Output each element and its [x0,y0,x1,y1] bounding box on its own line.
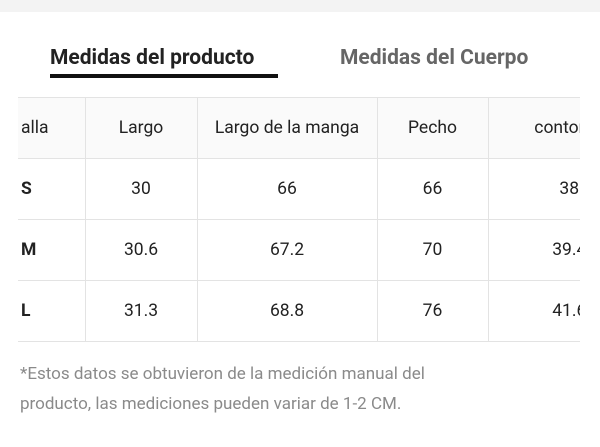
table-cell: 38 [487,158,580,220]
table-cell: 31.3 [84,280,197,342]
table-cell: S [18,158,85,220]
tab-body[interactable]: Medidas del Cuerpo [340,46,529,70]
header-cell: Largo [84,97,197,159]
top-band [0,0,600,12]
table-cell: 67.2 [196,219,377,281]
tab-product[interactable]: Medidas del producto [50,46,255,70]
note-line: producto, las mediciones pueden variar d… [20,394,402,414]
table-row: S 30 66 66 38 [18,158,580,220]
table-cell: 66 [196,158,377,220]
header-cell: alla [18,97,85,159]
table-cell: 68.8 [196,280,377,342]
header-cell: Largo de la manga [196,97,377,159]
note-line: *Estos datos se obtuvieron de la medició… [20,364,425,384]
table-cell: L [18,280,85,342]
header-cell: contorno [487,97,580,159]
table-cell: 39.4 [487,219,580,281]
header-cell: Pecho [376,97,488,159]
table-cell: 70 [376,219,488,281]
table-cell: 76 [376,280,488,342]
table-cell: 30.6 [84,219,197,281]
tab-underline [50,74,278,78]
table-cell: 66 [376,158,488,220]
table-cell: 41.6 [487,280,580,342]
table-cell: 30 [84,158,197,220]
table-cell: M [18,219,85,281]
